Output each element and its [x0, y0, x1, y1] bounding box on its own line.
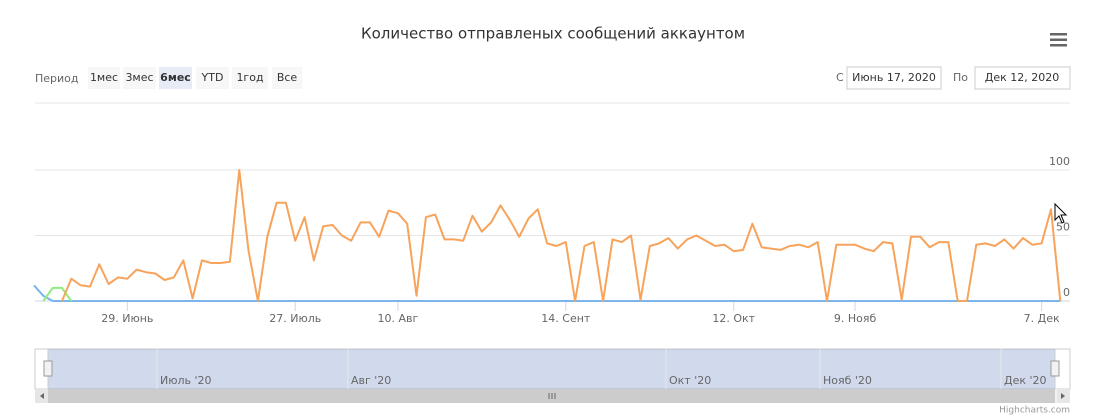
range-button[interactable]: [196, 67, 229, 89]
to-label: По: [953, 71, 968, 84]
range-button[interactable]: [159, 67, 192, 89]
cursor: [1054, 202, 1068, 224]
arrow: [40, 393, 44, 399]
range-button-label: 3мес: [125, 71, 153, 84]
x-tick-label: 9. Нояб: [834, 312, 877, 325]
chart-title: Количество отправленых сообщений аккаунт…: [361, 25, 745, 43]
navigator-mask[interactable]: [48, 349, 1055, 389]
y-tick-label: 0: [1063, 286, 1070, 299]
x-tick-label: 14. Сент: [541, 312, 591, 325]
to-input[interactable]: [974, 66, 1071, 90]
navigator-label: Июль '20: [160, 374, 212, 387]
range-button-label: 1год: [236, 71, 264, 84]
range-label: Период: [35, 72, 79, 85]
range-button-label: YTD: [201, 71, 224, 84]
range-button-label: 6мес: [160, 71, 191, 84]
navigator-handle[interactable]: [43, 360, 53, 377]
x-tick-label: 12. Окт: [712, 312, 755, 325]
menu-button[interactable]: [1050, 33, 1067, 47]
navigator-label: Окт '20: [669, 374, 711, 387]
menu-bar: [1050, 44, 1067, 47]
series-line: [61, 169, 1062, 302]
x-tick-label: 27. Июль: [269, 312, 321, 325]
series-line: [33, 284, 1061, 302]
navigator-label: Дек '20: [1004, 374, 1047, 387]
range-button[interactable]: [88, 67, 120, 89]
range-button-label: Все: [277, 71, 298, 84]
navigator-label: Нояб '20: [823, 374, 872, 387]
range-button-label: 1мес: [90, 71, 118, 84]
menu-bar: [1050, 38, 1067, 41]
range-button[interactable]: [232, 67, 268, 89]
navigator-label: Авг '20: [351, 374, 391, 387]
y-tick-label: 100: [1049, 155, 1070, 168]
x-tick-label: 29. Июнь: [101, 312, 153, 325]
navigator-handle[interactable]: [1050, 360, 1060, 377]
range-button[interactable]: [123, 67, 156, 89]
credits: Highcharts.com: [999, 406, 1070, 416]
from-value: Июнь 17, 2020: [852, 71, 936, 84]
x-tick-label: 10. Авг: [377, 312, 418, 325]
from-input[interactable]: [846, 66, 942, 90]
to-value: Дек 12, 2020: [985, 71, 1060, 84]
x-tick-label: 7. Дек: [1024, 312, 1060, 325]
arrow: [1061, 393, 1065, 399]
y-tick-label: 50: [1056, 221, 1070, 234]
range-button[interactable]: [272, 67, 302, 89]
menu-bar: [1050, 33, 1067, 36]
from-label: С: [836, 71, 844, 84]
series-line: [42, 286, 73, 302]
scrollbar-grip: [548, 393, 556, 399]
